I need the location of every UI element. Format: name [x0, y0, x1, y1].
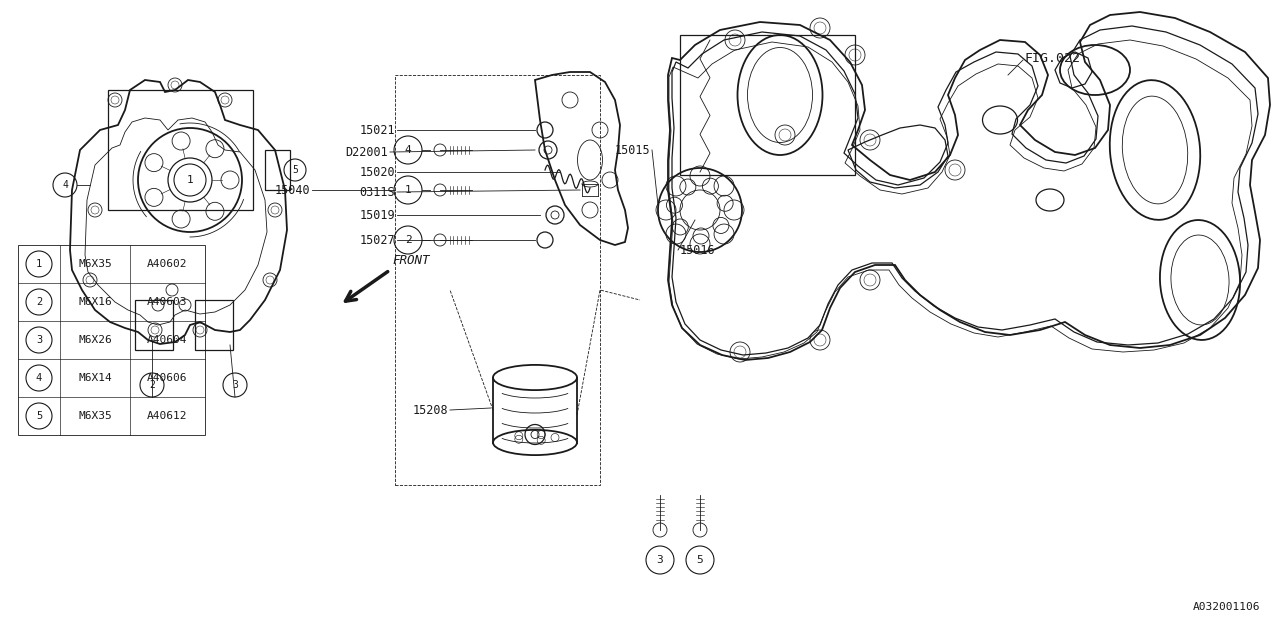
Text: M6X35: M6X35 [78, 259, 111, 269]
Text: A40606: A40606 [147, 373, 188, 383]
Text: FRONT: FRONT [392, 254, 430, 267]
Text: 15027: 15027 [360, 234, 396, 246]
Text: 1: 1 [36, 259, 42, 269]
Text: 15020: 15020 [360, 166, 396, 179]
Text: 3: 3 [36, 335, 42, 345]
Text: 15016: 15016 [680, 243, 716, 257]
Bar [108, 90, 253, 210]
Text: 5: 5 [36, 411, 42, 421]
Text: 0311S: 0311S [360, 186, 396, 198]
Bar [18, 245, 205, 435]
Text: M6X35: M6X35 [78, 411, 111, 421]
Text: M6X16: M6X16 [78, 297, 111, 307]
Bar [396, 75, 600, 485]
Text: A032001106: A032001106 [1193, 602, 1260, 612]
Text: 15040: 15040 [274, 184, 310, 196]
Bar [195, 300, 233, 350]
Text: 4: 4 [404, 145, 411, 155]
Text: 15015: 15015 [614, 143, 650, 157]
Text: 2: 2 [404, 235, 411, 245]
Text: 1: 1 [187, 175, 193, 185]
Text: 2: 2 [148, 380, 155, 390]
Text: 3: 3 [232, 380, 238, 390]
Text: 4: 4 [61, 180, 68, 190]
Text: 4: 4 [36, 373, 42, 383]
Text: M6X14: M6X14 [78, 373, 111, 383]
Bar [680, 35, 855, 175]
Bar [134, 300, 173, 350]
Text: 3: 3 [657, 555, 663, 565]
Text: 1: 1 [404, 185, 411, 195]
Text: A40602: A40602 [147, 259, 188, 269]
Text: M6X26: M6X26 [78, 335, 111, 345]
Text: A40612: A40612 [147, 411, 188, 421]
Text: 2: 2 [36, 297, 42, 307]
Text: 5: 5 [696, 555, 704, 565]
Text: D22001: D22001 [346, 145, 388, 159]
Text: FIG.022: FIG.022 [1025, 51, 1082, 65]
Bar [265, 150, 291, 190]
Text: A40603: A40603 [147, 297, 188, 307]
Text: A40604: A40604 [147, 335, 188, 345]
Text: 15021: 15021 [360, 124, 396, 136]
Text: 15208: 15208 [412, 403, 448, 417]
Text: 5: 5 [292, 165, 298, 175]
Text: 15019: 15019 [360, 209, 396, 221]
